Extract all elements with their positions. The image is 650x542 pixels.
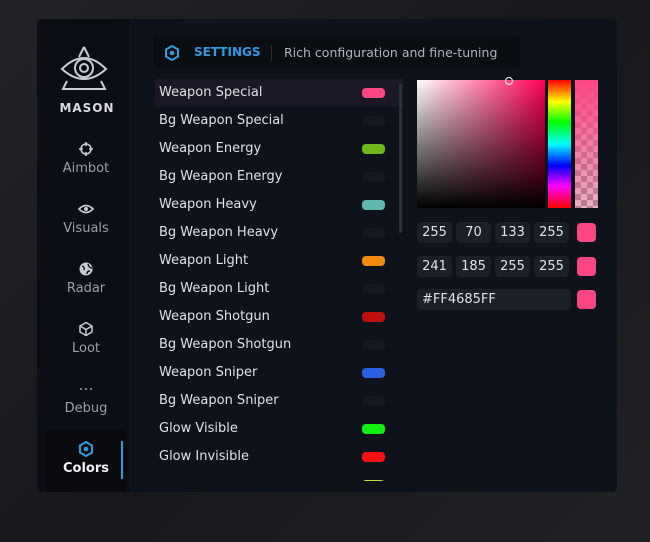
divider bbox=[271, 45, 272, 61]
color-swatch[interactable] bbox=[362, 116, 385, 126]
color-row[interactable]: Bg Weapon Sniper bbox=[155, 387, 403, 415]
color-row[interactable]: Weapon Light bbox=[155, 247, 403, 275]
gear-icon bbox=[79, 441, 93, 457]
color-preview[interactable] bbox=[577, 257, 596, 276]
header: SETTINGS Rich configuration and fine-tun… bbox=[154, 37, 520, 69]
color-swatch[interactable] bbox=[362, 424, 385, 434]
color-row[interactable]: Glow Visible bbox=[155, 415, 403, 443]
rgba-input[interactable]: 255 bbox=[534, 222, 569, 243]
page-title: SETTINGS bbox=[194, 45, 261, 59]
globe-icon bbox=[79, 262, 93, 276]
nav-loot[interactable]: Loot bbox=[45, 311, 127, 371]
color-label: Weapon Energy bbox=[159, 141, 262, 156]
alpha-slider[interactable] bbox=[575, 80, 598, 208]
color-row[interactable]: Weapon Special bbox=[155, 79, 403, 107]
color-row[interactable]: Bg Weapon Shotgun bbox=[155, 331, 403, 359]
color-row[interactable]: Bg Weapon Heavy bbox=[155, 219, 403, 247]
hue-slider[interactable] bbox=[548, 80, 571, 208]
nav-label: Debug bbox=[64, 401, 108, 416]
color-label: Glow Invisible bbox=[159, 449, 250, 464]
color-row[interactable]: Weapon Sniper bbox=[155, 359, 403, 387]
hex-input[interactable]: #FF4685FF bbox=[417, 289, 571, 310]
hsva-input[interactable]: 185 bbox=[456, 256, 491, 277]
hsva-input[interactable]: 255 bbox=[534, 256, 569, 277]
color-swatch[interactable] bbox=[362, 396, 385, 406]
color-label: Bg Weapon Shotgun bbox=[159, 337, 292, 352]
color-label: Bg Weapon Light bbox=[159, 281, 270, 296]
nav-visuals[interactable]: Visuals bbox=[45, 191, 127, 251]
color-row[interactable]: Weapon Energy bbox=[155, 135, 403, 163]
color-label: Glow Visible bbox=[159, 421, 238, 436]
rgba-input[interactable]: 70 bbox=[456, 222, 491, 243]
nav-debug[interactable]: Debug bbox=[45, 371, 127, 431]
color-swatch[interactable] bbox=[362, 480, 385, 481]
dots-icon bbox=[80, 388, 92, 390]
nav-label: Visuals bbox=[63, 221, 109, 236]
rgba-input[interactable]: 133 bbox=[495, 222, 530, 243]
color-list: Weapon Special Bg Weapon Special Weapon En… bbox=[155, 79, 403, 481]
color-label: Bg Weapon Heavy bbox=[159, 225, 279, 240]
sidebar: MASON Aimbot Visuals Radar Loot Debug Colors bbox=[37, 19, 129, 492]
color-label: Weapon Shotgun bbox=[159, 309, 270, 324]
nav-aimbot[interactable]: Aimbot bbox=[45, 131, 127, 191]
scrollbar[interactable] bbox=[399, 83, 402, 233]
eye-pyramid-logo bbox=[60, 46, 108, 90]
picker-handle[interactable] bbox=[505, 77, 513, 85]
cube-icon bbox=[79, 321, 93, 337]
color-label: Bg Weapon Energy bbox=[159, 169, 283, 184]
color-swatch[interactable] bbox=[362, 172, 385, 182]
hsva-input[interactable]: 241 bbox=[417, 256, 452, 277]
color-label: Bg Weapon Sniper bbox=[159, 393, 279, 408]
eye-icon bbox=[78, 204, 94, 214]
color-row[interactable]: Bg Weapon Light bbox=[155, 275, 403, 303]
color-swatch[interactable] bbox=[362, 284, 385, 294]
nav-label: Loot bbox=[71, 341, 101, 356]
color-swatch[interactable] bbox=[362, 88, 385, 98]
color-row[interactable]: Glow Invisible bbox=[155, 443, 403, 471]
color-swatch[interactable] bbox=[362, 144, 385, 154]
hsva-input[interactable]: 255 bbox=[495, 256, 530, 277]
gear-icon bbox=[165, 45, 179, 61]
color-row[interactable]: Bg Weapon Special bbox=[155, 107, 403, 135]
color-swatch[interactable] bbox=[362, 312, 385, 322]
nav-label: Radar bbox=[66, 281, 106, 296]
color-label: Weapon Heavy bbox=[159, 197, 257, 212]
color-row[interactable]: Weapon Shotgun bbox=[155, 303, 403, 331]
nav-radar[interactable]: Radar bbox=[45, 251, 127, 311]
crosshair-icon bbox=[79, 142, 93, 156]
color-row[interactable] bbox=[155, 471, 403, 481]
color-row[interactable]: Bg Weapon Energy bbox=[155, 163, 403, 191]
color-swatch[interactable] bbox=[362, 200, 385, 210]
page-subtitle: Rich configuration and fine-tuning bbox=[284, 45, 498, 60]
nav-label: Aimbot bbox=[62, 161, 110, 176]
color-swatch[interactable] bbox=[362, 228, 385, 238]
color-label: Bg Weapon Special bbox=[159, 113, 284, 128]
color-label: Weapon Special bbox=[159, 85, 263, 100]
color-label: Weapon Light bbox=[159, 253, 249, 268]
nav-colors[interactable]: Colors bbox=[45, 431, 127, 491]
nav-label: Colors bbox=[62, 461, 109, 476]
rgba-input[interactable]: 255 bbox=[417, 222, 452, 243]
active-indicator bbox=[121, 441, 123, 479]
color-swatch[interactable] bbox=[362, 340, 385, 350]
color-swatch[interactable] bbox=[362, 368, 385, 378]
color-preview[interactable] bbox=[577, 223, 596, 242]
color-label: Weapon Sniper bbox=[159, 365, 258, 380]
color-row[interactable]: Weapon Heavy bbox=[155, 191, 403, 219]
saturation-value-picker[interactable] bbox=[417, 77, 545, 208]
settings-window: MASON Aimbot Visuals Radar Loot Debug Colors … bbox=[37, 19, 617, 492]
color-preview[interactable] bbox=[577, 290, 596, 309]
color-swatch[interactable] bbox=[362, 256, 385, 266]
color-swatch[interactable] bbox=[362, 452, 385, 462]
brand-name: MASON bbox=[59, 101, 115, 115]
